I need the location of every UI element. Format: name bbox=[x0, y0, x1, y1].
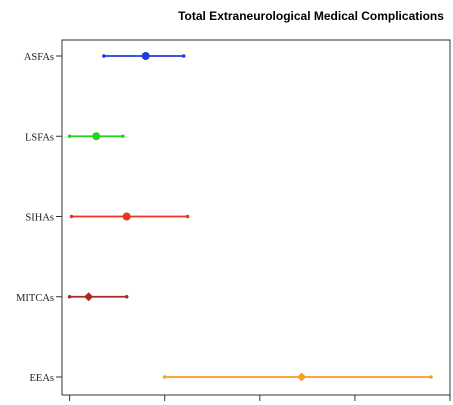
estimate-point-sihas bbox=[122, 212, 131, 221]
axis-ticks bbox=[56, 55, 451, 401]
estimate-point-asfas bbox=[141, 52, 150, 60]
estimate-marks bbox=[67, 52, 433, 382]
category-label-mitcas: MITCAs bbox=[16, 293, 54, 304]
ci-lower-lsfas bbox=[67, 134, 72, 139]
category-label-sihas: SIHAs bbox=[25, 213, 54, 224]
plot-frame bbox=[61, 39, 451, 396]
ci-upper-lsfas bbox=[121, 134, 125, 139]
estimate-point-lsfas bbox=[92, 132, 101, 141]
ci-lower-asfas bbox=[102, 54, 106, 58]
ci-lower-sihas bbox=[69, 214, 74, 219]
estimate-point-mitcas bbox=[84, 292, 94, 302]
category-labels: ASFAs LSFAs SIHAs MITCAs EEAs bbox=[16, 52, 54, 384]
ci-upper-mitcas bbox=[124, 294, 129, 299]
category-label-asfas: ASFAs bbox=[24, 52, 54, 63]
ci-upper-asfas bbox=[181, 54, 186, 58]
category-label-eeas: EEAs bbox=[30, 373, 55, 384]
ci-lower-mitcas bbox=[67, 294, 72, 299]
ci-lower-eeas bbox=[162, 375, 167, 379]
estimate-point-eeas bbox=[297, 372, 307, 382]
ci-upper-sihas bbox=[185, 214, 190, 219]
chart-title: Total Extraneurological Medical Complica… bbox=[178, 9, 444, 23]
ci-upper-eeas bbox=[429, 375, 433, 379]
category-label-lsfas: LSFAs bbox=[25, 132, 54, 143]
